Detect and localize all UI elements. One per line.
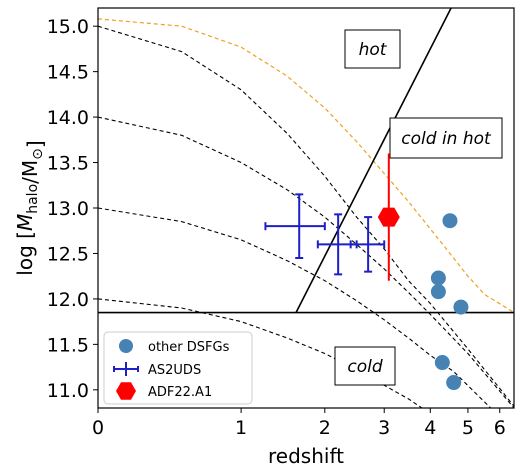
x-tick-label: 4 xyxy=(424,417,436,439)
legend-label: other DSFGs xyxy=(148,340,230,355)
legend-marker-dsfg xyxy=(119,339,133,353)
x-tick-label: 2 xyxy=(319,417,331,439)
x-tick-label: 1 xyxy=(235,417,247,439)
boundary-lines xyxy=(98,8,514,314)
y-tick-label: 15.0 xyxy=(47,16,89,38)
diagonal-boundary-line xyxy=(295,8,452,313)
legend-box xyxy=(103,331,253,405)
as2uds-point xyxy=(349,216,386,273)
legend-label: ADF22.A1 xyxy=(148,385,212,400)
y-tick-label: 12.5 xyxy=(47,243,89,265)
y-tick-label: 12.0 xyxy=(47,289,89,311)
as2uds-point xyxy=(264,193,326,259)
y-axis-label: log [Mhalo/M⊙] xyxy=(13,140,47,275)
y-axis-ticks: 11.0 11.5 12.0 12.5 13.0 13.5 14.0 14.5 15.0 xyxy=(47,16,98,402)
legend: other DSFGs AS2UDS ADF22.A1 xyxy=(103,331,253,405)
x-tick-label: 0 xyxy=(92,417,104,439)
dsfg-point xyxy=(430,270,446,286)
y-label-part: log [ xyxy=(13,231,37,276)
legend-label: AS2UDS xyxy=(148,363,201,378)
dsfg-point xyxy=(453,299,469,315)
region-labels: hot cold in hot cold xyxy=(334,29,503,386)
region-box xyxy=(344,29,401,69)
y-label-part: halo xyxy=(25,184,41,214)
y-tick-label: 11.0 xyxy=(47,380,89,402)
y-tick-label: 11.5 xyxy=(47,334,89,356)
region-box xyxy=(389,117,503,159)
x-axis-label: redshift xyxy=(268,444,344,466)
y-tick-label: 13.5 xyxy=(47,153,89,175)
y-label-part: /M xyxy=(18,160,42,184)
dashed-track xyxy=(98,298,423,408)
dashed-track xyxy=(98,116,514,408)
dsfg-point xyxy=(434,355,450,371)
region-label: cold xyxy=(347,357,382,377)
dsfg-point xyxy=(446,375,462,391)
y-label-part: M xyxy=(13,214,37,231)
data-points xyxy=(264,153,469,391)
x-tick-label: 5 xyxy=(462,417,474,439)
orange-dashed-track xyxy=(98,18,514,314)
region-label: hot xyxy=(359,40,388,60)
y-tick-label: 13.0 xyxy=(47,198,89,220)
y-tick-label: 14.5 xyxy=(47,62,89,84)
region-label: cold in hot xyxy=(401,129,492,149)
adf22-point xyxy=(377,207,400,227)
dsfg-point xyxy=(442,213,458,229)
y-label-part: ⊙ xyxy=(30,148,46,160)
dashed-track xyxy=(98,25,514,407)
legend-marker-adf22 xyxy=(116,382,136,400)
x-tick-label: 6 xyxy=(494,417,506,439)
region-box xyxy=(334,346,396,386)
y-label-part: ] xyxy=(23,140,47,148)
legend-marker-as2uds xyxy=(113,362,139,376)
x-tick-label: 3 xyxy=(378,417,390,439)
y-tick-label: 14.0 xyxy=(47,107,89,129)
dsfg-point xyxy=(430,284,446,300)
